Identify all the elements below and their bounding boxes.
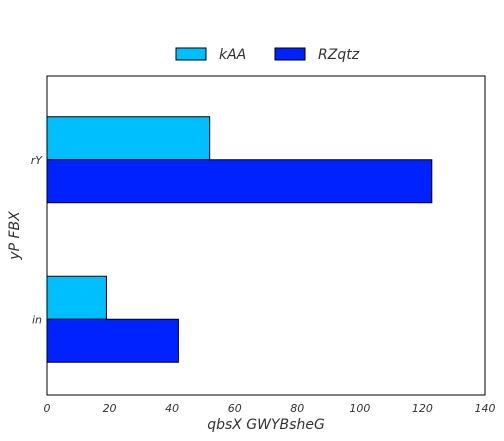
- x-tick-label: 0: [44, 402, 51, 415]
- bars-group: [46, 116, 433, 363]
- legend: kAA RZqtz: [175, 47, 360, 63]
- x-tick-label: 60: [228, 402, 242, 415]
- bar-kAA-in: [46, 275, 107, 320]
- x-tick-label: 120: [412, 402, 433, 415]
- x-axis-ticks: 0 20 40 60 80 100 120 140: [44, 402, 496, 415]
- x-tick-label: 40: [165, 402, 179, 415]
- bar-RZqtz-rY: [46, 159, 433, 204]
- plot-frame: [46, 75, 486, 396]
- bar-RZqtz-in: [46, 318, 179, 363]
- x-tick-label: 100: [349, 402, 370, 415]
- x-axis-label: qbsX GWYBsheG: [207, 417, 325, 433]
- y-tick-label: in: [32, 313, 42, 326]
- x-tick-label: 80: [290, 402, 304, 415]
- y-tick-label: rY: [31, 154, 44, 167]
- y-axis-label: yP FBX: [7, 211, 23, 261]
- legend-label-RZqtz: RZqtz: [318, 47, 360, 63]
- legend-label-kAA: kAA: [219, 47, 246, 63]
- legend-swatch-kAA: [175, 47, 207, 61]
- y-axis-ticks: rY in: [31, 154, 44, 327]
- x-tick-label: 140: [475, 402, 496, 415]
- legend-swatch-RZqtz: [274, 47, 306, 61]
- x-tick-label: 20: [103, 402, 117, 415]
- bar-kAA-rY: [46, 116, 211, 161]
